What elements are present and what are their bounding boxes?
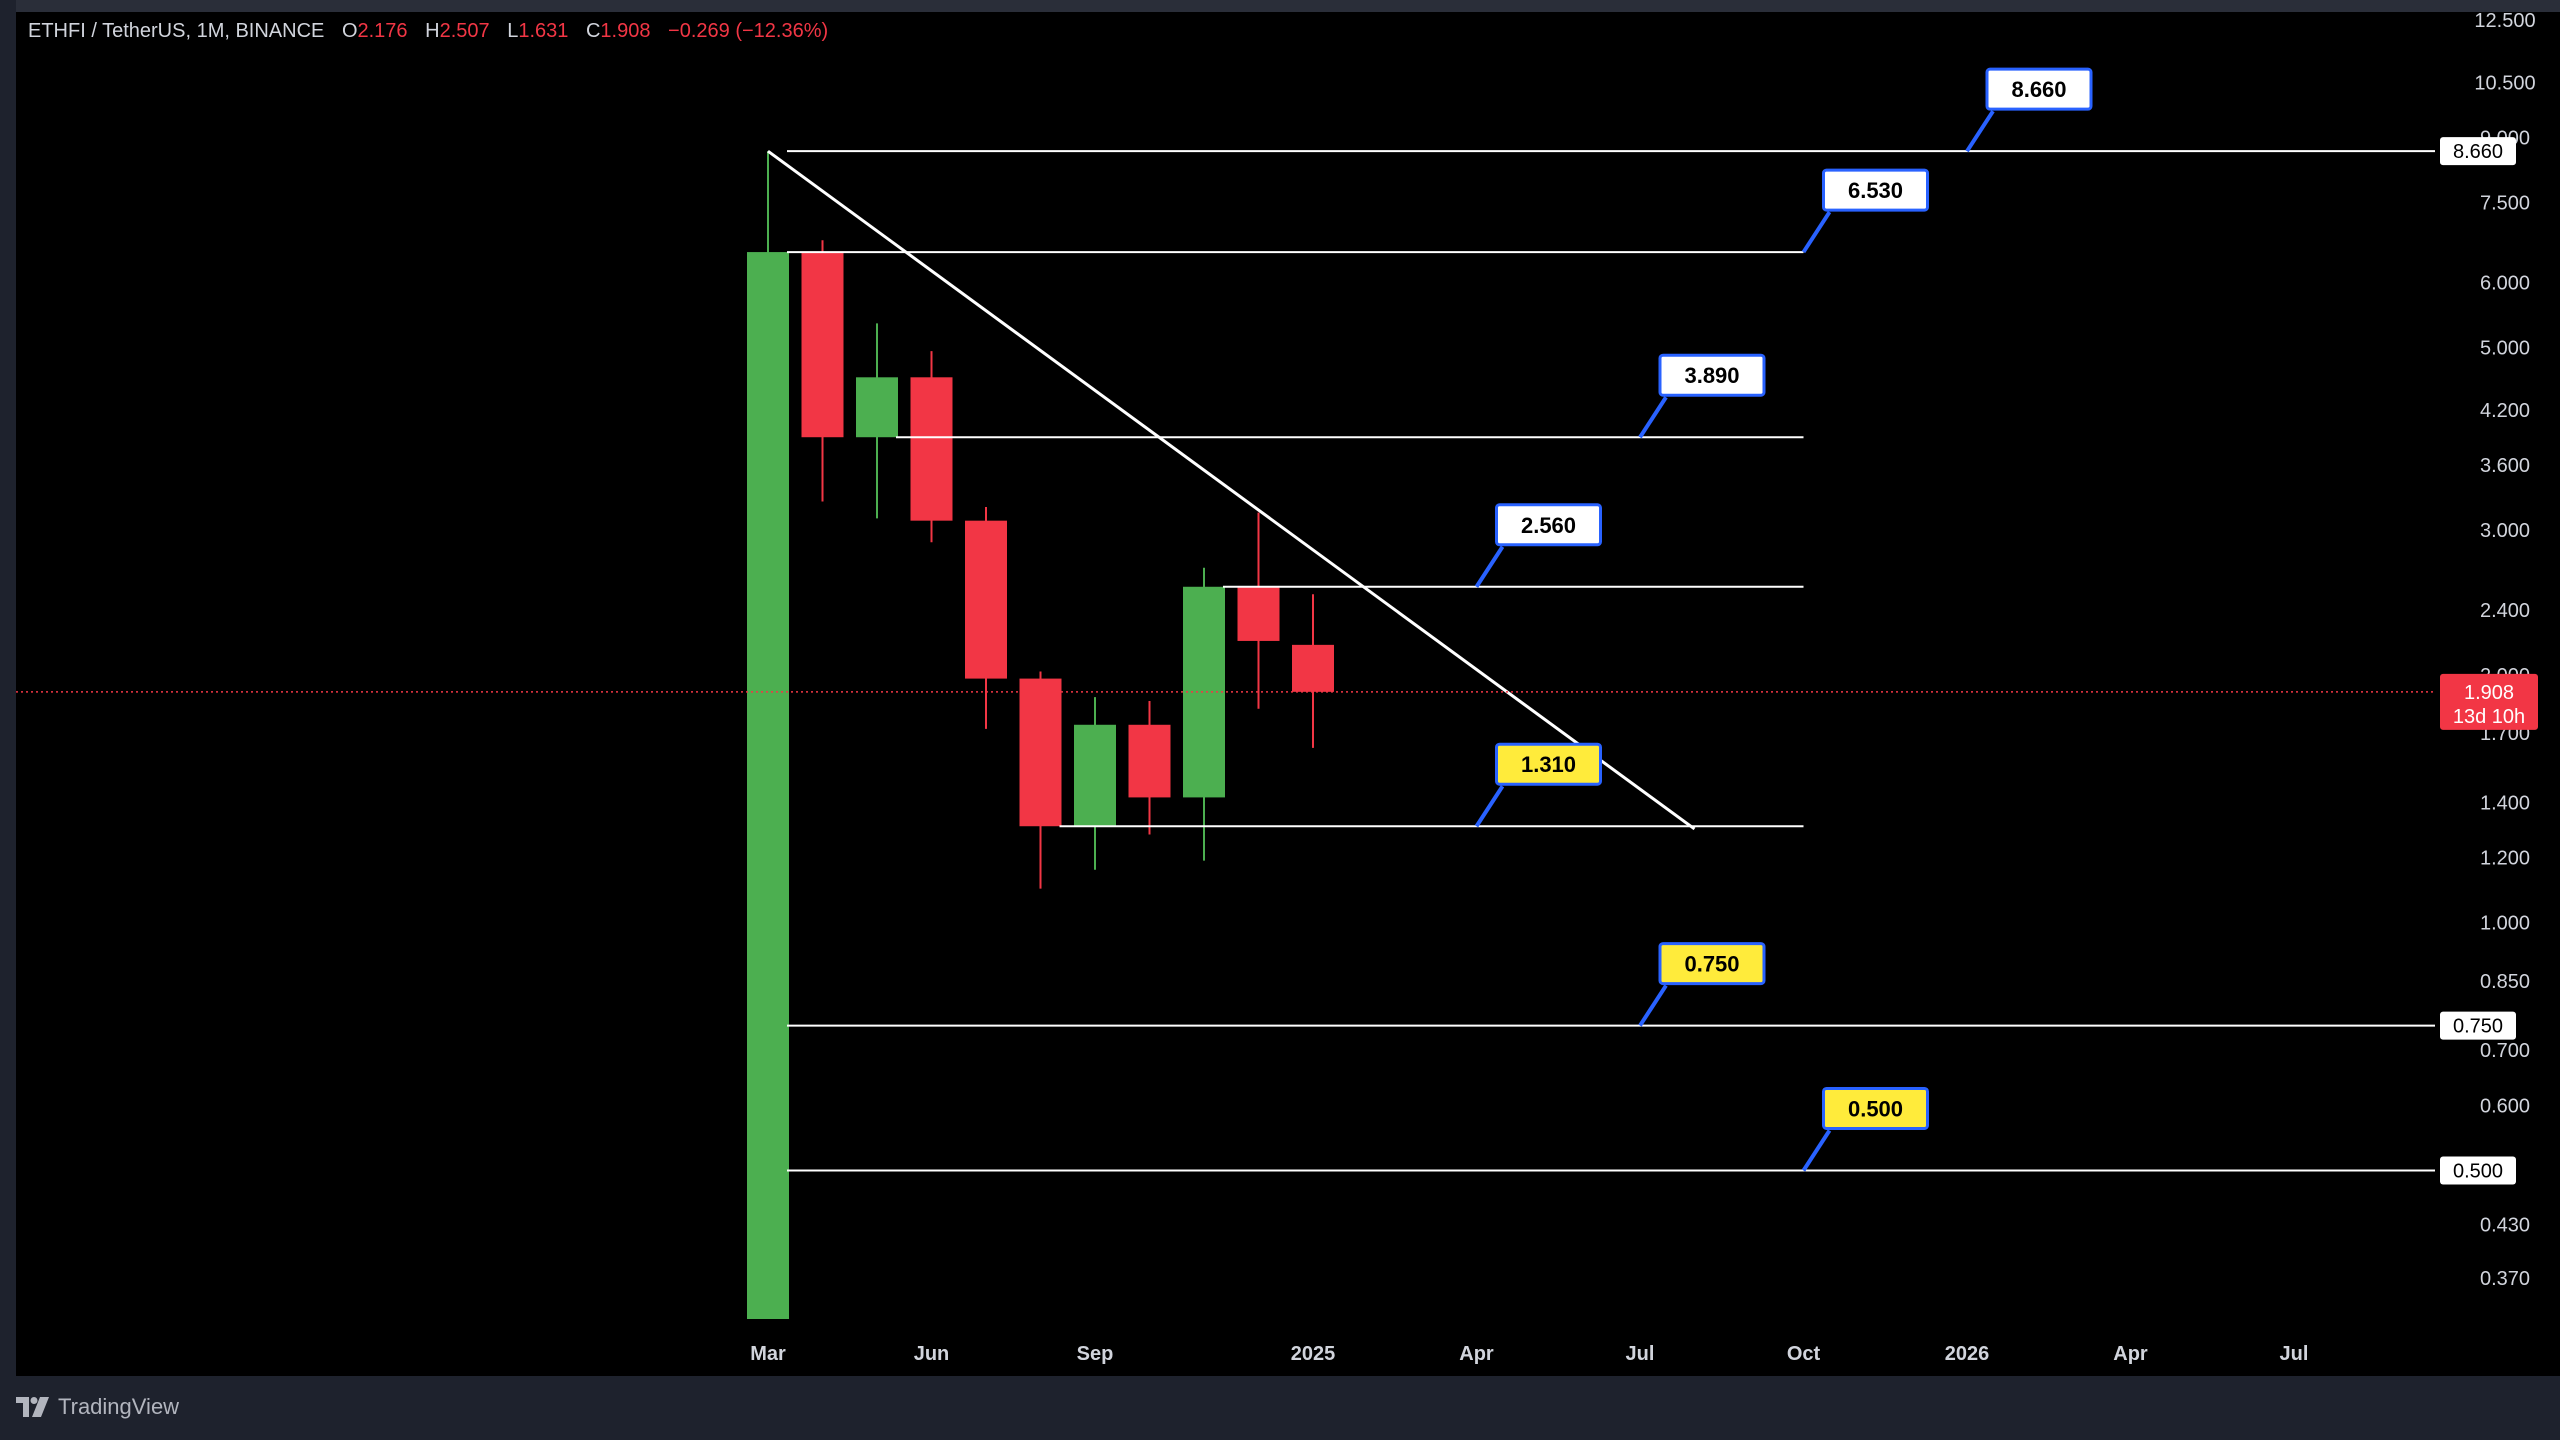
level-axis-label-box	[2440, 137, 2516, 166]
candle-body[interactable]	[856, 377, 898, 438]
y-axis-tick-label: 10.500	[2474, 72, 2535, 94]
y-axis-tick-label: 0.700	[2480, 1040, 2530, 1062]
x-axis-tick-label: Jul	[2280, 1343, 2309, 1365]
callout-pointer	[1965, 110, 1995, 153]
bottom-bar	[0, 1376, 2560, 1440]
x-axis-tick-label: Jul	[1626, 1343, 1655, 1365]
left-border	[0, 0, 16, 1376]
legend-symbol: ETHFI / TetherUS, 1M, BINANCE	[28, 20, 325, 42]
countdown-label: 13d 10h	[2453, 706, 2525, 728]
x-axis-tick-label: 2026	[1945, 1343, 1990, 1365]
callout-pointer	[1801, 210, 1832, 254]
callout-label-text: 6.530	[1848, 178, 1903, 203]
y-axis-tick-label: 1.400	[2480, 792, 2530, 814]
callout-label-text: 2.560	[1521, 513, 1576, 538]
legend-change: −0.269 (−12.36%)	[668, 20, 829, 42]
tradingview-logo-icon	[16, 1397, 49, 1417]
y-axis-tick-label: 0.850	[2480, 971, 2530, 993]
callout-label-text: 3.890	[1684, 363, 1739, 388]
callout-label-box[interactable]	[1658, 353, 1766, 397]
current-price-badge	[2440, 673, 2538, 730]
y-axis-tick-label: 2.400	[2480, 600, 2530, 622]
callout-label-text: 1.310	[1521, 752, 1576, 777]
legend-low-key: L	[507, 20, 519, 42]
tradingview-label: TradingView	[58, 1394, 180, 1419]
candle-body[interactable]	[1074, 724, 1116, 827]
y-axis-tick-label: 0.600	[2480, 1095, 2530, 1117]
y-axis-tick-label: 3.000	[2480, 520, 2530, 542]
candle-body[interactable]	[1292, 644, 1334, 692]
legend-close-key: C	[585, 20, 601, 42]
y-axis-tick-label: 12.500	[2474, 10, 2535, 32]
legend-high-key: H	[425, 20, 440, 42]
level-axis-label: 0.750	[2453, 1016, 2503, 1038]
y-axis-tick-label: 6.000	[2480, 272, 2530, 294]
callout-pointer	[1801, 1129, 1832, 1172]
symbol-legend: ETHFI / TetherUS, 1M, BINANCE O2.176 H2.…	[28, 20, 828, 43]
callout-label-box[interactable]	[1985, 67, 2093, 111]
callout-label-text: 8.660	[2011, 77, 2066, 102]
callout-label-box[interactable]	[1658, 942, 1766, 986]
y-axis-tick-label: 7.500	[2480, 193, 2530, 215]
tradingview-branding[interactable]: TradingView	[16, 1394, 179, 1420]
y-axis-tick-label: 1.000	[2480, 913, 2530, 935]
callout-label-box[interactable]	[1495, 503, 1602, 547]
y-axis-tick-label: 0.430	[2480, 1214, 2530, 1236]
y-axis-tick-label: 5.000	[2480, 338, 2530, 360]
candle-body[interactable]	[747, 252, 789, 1320]
candle-body[interactable]	[1128, 724, 1171, 798]
callout-pointer	[1638, 984, 1668, 1027]
callout-label-box[interactable]	[1822, 168, 1929, 212]
level-axis-label-box	[2440, 1011, 2516, 1040]
callout-label-text: 0.500	[1848, 1096, 1903, 1121]
top-border	[0, 0, 2560, 12]
callout-pointer	[1474, 785, 1505, 828]
legend-low-value: 1.631	[518, 20, 569, 42]
y-axis-tick-label: 4.200	[2480, 400, 2530, 422]
legend-open-value: 2.176	[357, 20, 408, 42]
callout-label-box[interactable]	[1495, 742, 1602, 786]
callout-pointer	[1474, 545, 1505, 588]
y-axis-tick-label: 3.600	[2480, 455, 2530, 477]
candle-body[interactable]	[965, 520, 1007, 679]
x-axis-tick-label: Mar	[750, 1343, 786, 1365]
trendline[interactable]	[767, 149, 1696, 831]
callout-label-box[interactable]	[1822, 1086, 1929, 1130]
legend-open-key: O	[341, 20, 358, 42]
x-axis-tick-label: Oct	[1787, 1343, 1821, 1365]
current-price-label: 1.908	[2464, 682, 2514, 704]
candle-body[interactable]	[1019, 678, 1062, 827]
y-axis-tick-label: 0.370	[2480, 1268, 2530, 1290]
level-axis-label: 8.660	[2453, 141, 2503, 163]
candle-body[interactable]	[1183, 586, 1225, 798]
candle-body[interactable]	[1237, 586, 1280, 641]
level-axis-label: 0.500	[2453, 1160, 2503, 1182]
chart-canvas[interactable]: 8.660 6.530 3.890 2.560 1.310 0.750 0.500 12.50…	[0, 0, 2560, 1376]
callout-label-text: 0.750	[1684, 952, 1739, 977]
x-axis-tick-label: Jun	[914, 1343, 950, 1365]
x-axis-tick-label: Apr	[1459, 1343, 1494, 1365]
x-axis-tick-label: Sep	[1077, 1343, 1114, 1365]
legend-close-value: 1.908	[600, 20, 651, 42]
candle-body[interactable]	[801, 252, 844, 438]
callout-pointer	[1638, 396, 1668, 439]
level-axis-label-box	[2440, 1156, 2516, 1185]
x-axis-tick-label: Apr	[2113, 1343, 2148, 1365]
y-axis-tick-label: 1.200	[2480, 848, 2530, 870]
legend-high-value: 2.507	[439, 20, 490, 42]
candle-body[interactable]	[910, 377, 953, 521]
x-axis-tick-label: 2025	[1291, 1343, 1336, 1365]
